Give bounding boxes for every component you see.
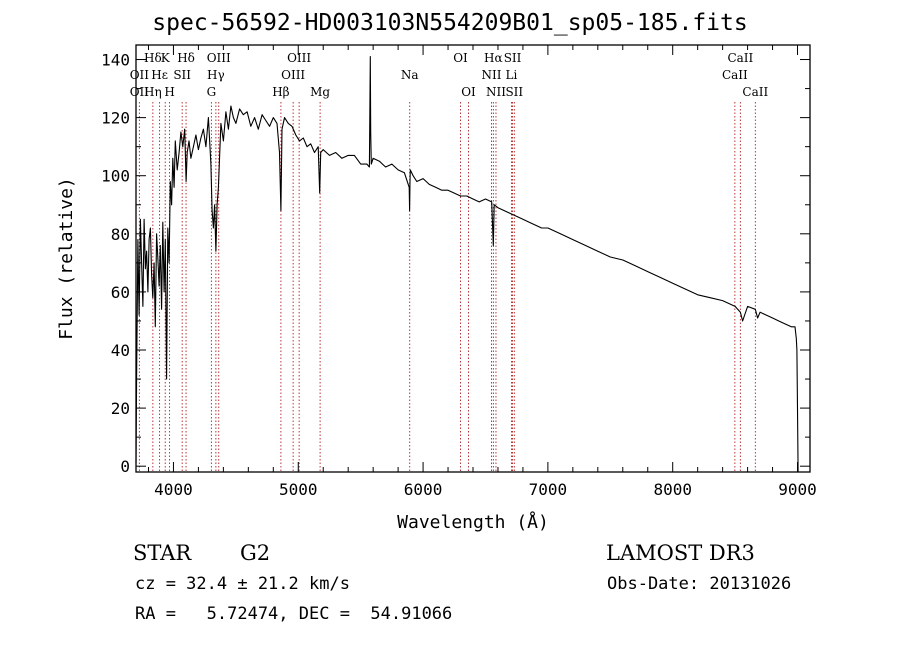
spectral-line-label: Mg [310, 85, 330, 99]
spectral-line-label: CaII [742, 85, 768, 99]
spectral-line-label: CaII [722, 68, 748, 82]
spectral-line-label: Hη [144, 85, 162, 99]
spectral-line-label: NII [481, 68, 501, 82]
obs-date: Obs-Date: 20131026 [607, 574, 792, 594]
spectral-line-label: K [161, 51, 171, 65]
x-tick-label: 6000 [404, 480, 443, 499]
plot-frame [135, 44, 811, 473]
spectral-line-label: Hδ [177, 51, 195, 65]
y-tick-label: 140 [101, 51, 130, 70]
y-tick-label: 80 [111, 225, 130, 244]
line-marker-group [138, 102, 756, 472]
y-tick-label: 60 [111, 283, 130, 302]
x-tick-label: 4000 [154, 480, 193, 499]
spectral-line-label: Hγ [207, 68, 225, 82]
spectral-line-label: Hδ [144, 51, 162, 65]
spectrum-line [135, 56, 799, 473]
spectral-line-label: Hβ [272, 85, 289, 99]
x-tick-label: 9000 [778, 480, 817, 499]
spectral-line-label: CaII [727, 51, 753, 65]
spectral-line-label: OII [130, 68, 150, 82]
coordinates: RA = 5.72474, DEC = 54.91066 [135, 604, 453, 624]
spectral-line-label: OIII [281, 68, 305, 82]
x-axis-label: Wavelength (Å) [397, 511, 549, 533]
spectral-line-label: Hα [484, 51, 503, 65]
x-tick-label: 8000 [653, 480, 692, 499]
y-tick-label: 100 [101, 167, 130, 186]
spectral-line-label: Na [401, 68, 419, 82]
spectral-line-label: SII [504, 51, 522, 65]
survey-name: LAMOST DR3 [606, 541, 755, 565]
y-tick-label: 40 [111, 341, 130, 360]
axis-ticks [136, 45, 810, 472]
redshift-readout: cz = 32.4 ± 21.2 km/s [135, 574, 350, 594]
object-class: STAR [133, 541, 192, 565]
spectral-line-label: SII [505, 85, 523, 99]
spectral-line-label: NII [486, 85, 506, 99]
chart-title: spec-56592-HD003103N554209B01_sp05-185.f… [152, 10, 748, 36]
y-tick-label: 20 [111, 399, 130, 418]
y-tick-label: 0 [120, 457, 130, 476]
spectral-line-label: OIII [207, 51, 231, 65]
spectral-line-label: OI [461, 85, 476, 99]
spectral-line-label: OII [130, 85, 150, 99]
axis-tick-labels: 4000 5000 6000 7000 8000 9000 0 20 40 60 80 100 120 1… [101, 51, 817, 499]
object-subclass: G2 [240, 541, 271, 565]
spectral-line-label: OIII [287, 51, 311, 65]
spectral-line-label: Li [506, 68, 518, 82]
x-tick-label: 5000 [279, 480, 318, 499]
spectral-line-label: OI [453, 51, 468, 65]
x-tick-label: 7000 [529, 480, 568, 499]
y-axis-label: Flux (relative) [56, 177, 77, 340]
spectral-line-label: H [164, 85, 174, 99]
spectral-line-label: G [207, 85, 217, 99]
spectral-line-label: Hε [151, 68, 168, 82]
spectral-line-label: SII [173, 68, 191, 82]
y-tick-label: 120 [101, 109, 130, 128]
